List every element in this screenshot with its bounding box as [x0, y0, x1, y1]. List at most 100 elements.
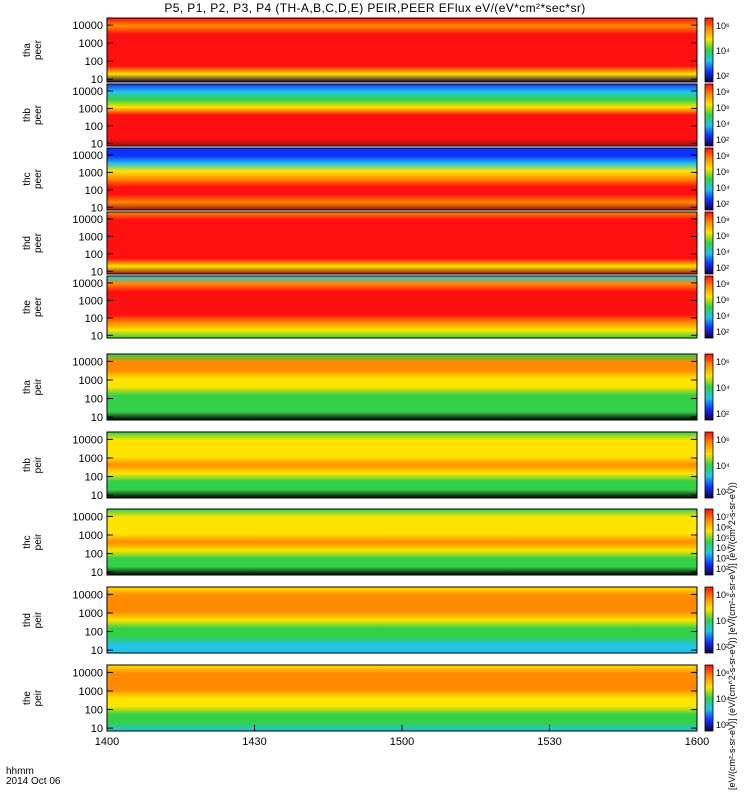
- colorbar-tick-label: 10⁶: [716, 668, 730, 678]
- y-tick-label: 10: [91, 138, 103, 150]
- spectrogram-thb-peir: [107, 432, 697, 498]
- colorbar-the-peir: [704, 664, 714, 732]
- y-tick-label: 1000: [79, 530, 103, 542]
- y-tick-label: 1000: [79, 38, 103, 50]
- colorbar-tick-label: 10⁴: [716, 383, 730, 393]
- y-tick-label: 1000: [79, 167, 103, 179]
- panel-frame-thd-peer: [106, 211, 698, 275]
- panel-frame-tha-peer: [106, 17, 698, 83]
- y-tick-label: 10000: [72, 214, 103, 226]
- y-tick-label: 1000: [79, 375, 103, 387]
- y-tick-label: 100: [85, 394, 103, 406]
- panel-frame-thc-peir: [106, 508, 698, 576]
- y-tick-label: 10: [91, 567, 103, 579]
- species-label: peer: [33, 296, 44, 317]
- colorbar-tick-label: 10⁸: [716, 87, 730, 97]
- probe-label: thd: [22, 236, 33, 250]
- panel-label-the-peer: the peer: [22, 296, 44, 317]
- colorbar-tick-label: 10⁴: [716, 119, 730, 129]
- y-tick-label: 10: [91, 412, 103, 424]
- colorbar-tick-label: 10³: [716, 554, 729, 564]
- y-tick-label: 1000: [79, 608, 103, 620]
- colorbar-tick-label: 10⁴: [716, 616, 730, 626]
- species-label: peer: [33, 39, 44, 60]
- colorbar-thc-peer: [704, 147, 714, 211]
- spectrogram-tha-peir: [107, 354, 697, 420]
- species-label: peir: [33, 533, 44, 550]
- panel-frame-thb-peer: [106, 83, 698, 147]
- y-tick-label: 100: [85, 705, 103, 717]
- x-tick-label: 1400: [95, 736, 119, 748]
- spectrogram-tha-peer: [107, 18, 697, 82]
- colorbar-tick-label: 10⁶: [716, 590, 730, 600]
- species-label: peir: [33, 456, 44, 473]
- spectrogram-thc-peir: [107, 509, 697, 575]
- spectrogram-the-peer: [107, 276, 697, 338]
- colorbar-tick-label: 10²: [716, 487, 729, 497]
- spectrogram-thc-peer: [107, 148, 697, 210]
- colorbar-thd-peer: [704, 211, 714, 275]
- colorbar-tick-label: 10⁶: [716, 167, 730, 177]
- spectrogram-thb-peer: [107, 84, 697, 146]
- colorbar-tick-label: 10²: [716, 199, 729, 209]
- colorbar-the-peer: [704, 275, 714, 339]
- panel-frame-the-peer: [106, 275, 698, 339]
- species-label: peer: [33, 232, 44, 253]
- colorbar-tick-label: 10⁶: [716, 103, 730, 113]
- species-label: peir: [33, 611, 44, 628]
- colorbar-tick-label: 10⁶: [716, 522, 730, 532]
- probe-label: thc: [22, 172, 33, 185]
- spectrogram-thd-peer: [107, 212, 697, 274]
- y-tick-label: 100: [85, 627, 103, 639]
- y-tick-label: 100: [85, 56, 103, 68]
- panel-frame-tha-peir: [106, 353, 698, 421]
- x-tick-label: 1430: [242, 736, 266, 748]
- y-tick-label: 100: [85, 313, 103, 325]
- y-tick-label: 10000: [72, 511, 103, 523]
- y-tick-label: 10: [91, 645, 103, 657]
- spectrogram-thd-peir: [107, 587, 697, 653]
- spectrogram-the-peir: [107, 665, 697, 731]
- y-tick-label: 10000: [72, 356, 103, 368]
- colorbar-tick-label: 10⁵: [716, 533, 730, 543]
- y-tick-label: 10000: [72, 667, 103, 679]
- y-tick-label: 100: [85, 249, 103, 261]
- panel-frame-thc-peer: [106, 147, 698, 211]
- probe-label: thd: [22, 613, 33, 627]
- probe-label: thb: [22, 108, 33, 122]
- colorbar-thb-peer: [704, 83, 714, 147]
- colorbar-tick-label: 10⁴: [716, 46, 730, 56]
- colorbar-thd-peir: [704, 586, 714, 654]
- colorbar-tick-label: 10⁸: [716, 151, 730, 161]
- colorbar-tha-peir: [704, 353, 714, 421]
- colorbar-tick-label: 10⁷: [716, 512, 729, 522]
- panel-label-the-peir: the peir: [22, 689, 44, 706]
- x-tick-label: 1600: [685, 736, 709, 748]
- colorbar-thb-peir: [704, 431, 714, 499]
- y-tick-label: 10: [91, 723, 103, 735]
- y-tick-label: 10000: [72, 434, 103, 446]
- x-tick-label: 1530: [537, 736, 561, 748]
- colorbar-tick-label: 10⁶: [716, 357, 730, 367]
- y-tick-label: 100: [85, 472, 103, 484]
- panel-label-thc-peer: thc peer: [22, 168, 44, 189]
- y-tick-label: 10: [91, 490, 103, 502]
- y-tick-label: 10: [91, 74, 103, 86]
- colorbar-units-label: [eV/(cm²-s-sr-eV)] (eV/(cm^2-s-sr-eV)) […: [727, 482, 737, 790]
- x-tick-label: 1500: [390, 736, 414, 748]
- y-tick-label: 10000: [72, 20, 103, 32]
- probe-label: thb: [22, 458, 33, 472]
- y-tick-label: 1000: [79, 231, 103, 243]
- probe-label: the: [22, 300, 33, 314]
- panel-label-thd-peir: thd peir: [22, 611, 44, 628]
- colorbar-tick-label: 10²: [716, 263, 729, 273]
- y-tick-label: 10: [91, 266, 103, 278]
- panel-frame-thb-peir: [106, 431, 698, 499]
- y-tick-label: 100: [85, 121, 103, 133]
- colorbar-tick-label: 10⁴: [716, 183, 730, 193]
- species-label: peer: [33, 168, 44, 189]
- colorbar-tick-label: 10⁴: [716, 247, 730, 257]
- colorbar-tick-label: 10⁶: [716, 231, 730, 241]
- y-tick-label: 100: [85, 549, 103, 561]
